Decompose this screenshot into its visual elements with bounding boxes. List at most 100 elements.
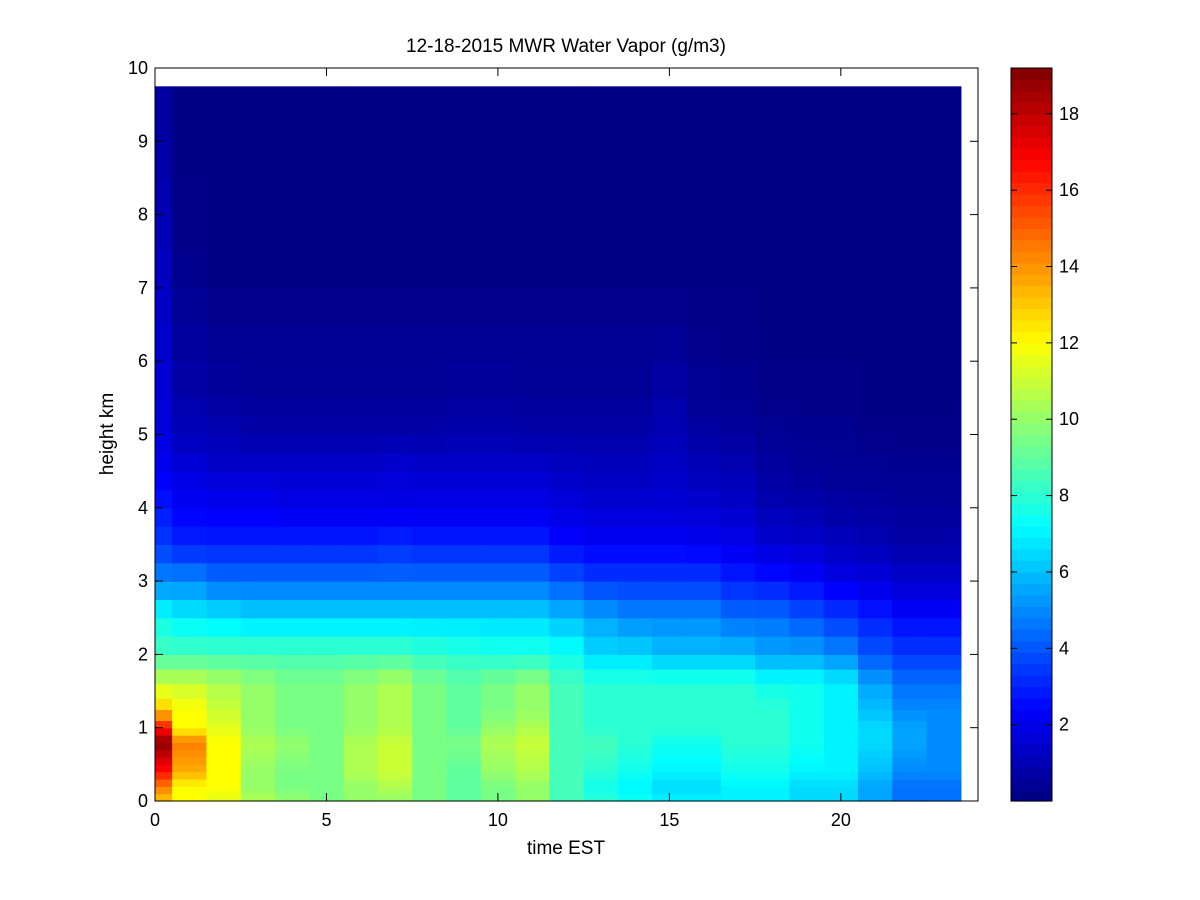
heatmap-cell [720, 361, 756, 399]
heatmap-cell [412, 636, 448, 655]
heatmap-cell [755, 617, 790, 637]
heatmap-cell [720, 727, 756, 736]
heatmap-cell [617, 698, 653, 710]
heatmap-cell [549, 786, 585, 795]
heatmap-cell [155, 720, 173, 729]
heatmap-cell [652, 683, 688, 699]
heatmap-cell [720, 86, 756, 142]
heatmap-cell [652, 489, 688, 509]
heatmap-cell [652, 214, 688, 252]
heatmap-cell [652, 617, 688, 637]
heatmap-cell [412, 526, 448, 546]
heatmap-cell [172, 324, 208, 362]
heatmap-cell [549, 287, 585, 326]
heatmap-cell [412, 654, 448, 670]
heatmap-cell [583, 757, 619, 765]
heatmap-cell [309, 698, 345, 710]
heatmap-cell [343, 507, 379, 527]
colorbar-step [1011, 732, 1052, 745]
heatmap-cell [823, 709, 859, 721]
heatmap-cell [377, 544, 413, 564]
heatmap-cell [549, 361, 585, 399]
heatmap-cell [446, 507, 482, 527]
heatmap-cell [412, 361, 448, 399]
heatmap-cell [720, 764, 756, 773]
heatmap-cell [823, 452, 859, 472]
heatmap-cell [583, 669, 619, 685]
heatmap-cell [240, 452, 276, 472]
heatmap-cell [240, 709, 276, 721]
heatmap-cell [926, 735, 962, 743]
heatmap-cell [480, 683, 516, 699]
x-axis-label: time EST [527, 838, 606, 859]
heatmap-cell [240, 742, 276, 751]
heatmap-cell [892, 324, 928, 362]
heatmap-cell [926, 793, 962, 802]
heatmap-cell [412, 287, 448, 326]
colorbar-step [1011, 537, 1052, 550]
heatmap-cell [789, 669, 825, 685]
heatmap-cell [515, 324, 550, 362]
heatmap-cell [857, 214, 893, 252]
heatmap-cell [617, 526, 653, 546]
heatmap-cell [549, 214, 585, 252]
heatmap-cell [206, 654, 242, 670]
heatmap-cell [926, 764, 962, 773]
heatmap-cell [789, 636, 825, 655]
heatmap-cell [480, 214, 516, 252]
y-tick-label: 1 [138, 718, 148, 738]
heatmap-cell [789, 771, 825, 780]
colorbar-step [1011, 400, 1052, 413]
y-tick-label: 6 [138, 351, 148, 371]
heatmap-cell [343, 786, 379, 795]
heatmap-cell [686, 141, 722, 179]
heatmap-cell [206, 749, 242, 758]
heatmap-cell [789, 397, 825, 417]
heatmap-cell [617, 397, 653, 417]
heatmap-cell [412, 757, 448, 765]
heatmap-cell [720, 434, 756, 454]
heatmap-cell [823, 397, 859, 417]
heatmap-cell [789, 251, 825, 289]
heatmap-cell [549, 562, 585, 582]
heatmap-cell [155, 452, 173, 472]
heatmap-cell [275, 720, 310, 729]
heatmap-cell [823, 471, 859, 491]
heatmap-cell [446, 141, 482, 179]
heatmap-cell [926, 720, 962, 729]
heatmap-cell [583, 251, 619, 289]
heatmap-cell [343, 749, 379, 758]
heatmap-cell [892, 636, 928, 655]
heatmap-cell [172, 698, 208, 710]
heatmap-cell [343, 698, 379, 710]
heatmap-cell [617, 581, 653, 601]
heatmap-cell [515, 669, 550, 685]
heatmap-cell [823, 434, 859, 454]
heatmap-cell [549, 397, 585, 417]
heatmap-cell [155, 177, 173, 216]
heatmap-cell [857, 779, 893, 787]
heatmap-cell [446, 397, 482, 417]
colorbar-step [1011, 571, 1052, 584]
heatmap-cell [583, 683, 619, 699]
heatmap-cell [892, 177, 928, 216]
heatmap-cell [240, 771, 276, 780]
heatmap-cell [172, 793, 208, 802]
heatmap-cell [926, 727, 962, 736]
heatmap-cell [155, 544, 173, 564]
heatmap-cell [309, 749, 345, 758]
heatmap-cell [823, 636, 859, 655]
heatmap-cell [275, 757, 310, 765]
heatmap-cell [823, 698, 859, 710]
heatmap-cell [309, 214, 345, 252]
heatmap-cell [446, 251, 482, 289]
heatmap-cell [377, 489, 413, 509]
heatmap-cell [686, 214, 722, 252]
heatmap-cell [377, 141, 413, 179]
heatmap-cell [583, 793, 619, 802]
heatmap-cell [583, 489, 619, 509]
heatmap-cell [155, 793, 173, 802]
heatmap-cell [412, 720, 448, 729]
colorbar-step [1011, 136, 1052, 149]
heatmap-cell [617, 177, 653, 216]
